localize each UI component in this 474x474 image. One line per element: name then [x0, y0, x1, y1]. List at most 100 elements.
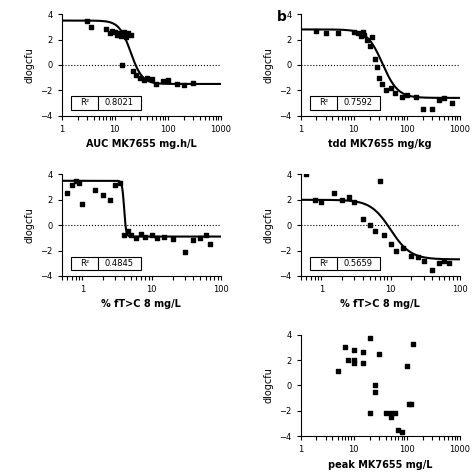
- Point: [435, 97, 442, 104]
- Point: [387, 413, 394, 421]
- Point: [302, 171, 310, 178]
- Point: [375, 350, 383, 357]
- Point: [414, 253, 422, 261]
- Point: [117, 32, 125, 39]
- Text: R²: R²: [319, 99, 328, 108]
- Point: [152, 80, 160, 88]
- Y-axis label: dlogcfu: dlogcfu: [25, 47, 35, 83]
- Point: [122, 33, 129, 41]
- Point: [399, 244, 407, 252]
- Point: [137, 230, 145, 238]
- Point: [330, 190, 337, 197]
- Point: [180, 82, 188, 89]
- Point: [313, 27, 320, 35]
- Point: [382, 410, 389, 417]
- Point: [115, 29, 123, 37]
- Point: [106, 29, 113, 37]
- Point: [129, 67, 137, 75]
- Point: [100, 191, 107, 199]
- Bar: [310, 256, 380, 270]
- Point: [371, 55, 379, 63]
- Bar: [71, 96, 141, 109]
- Point: [387, 410, 394, 417]
- Point: [398, 93, 405, 100]
- Point: [120, 231, 128, 239]
- Point: [387, 240, 394, 248]
- Point: [91, 186, 99, 193]
- Point: [441, 257, 448, 264]
- Point: [375, 74, 383, 82]
- Point: [190, 237, 197, 244]
- Point: [371, 388, 379, 395]
- Point: [181, 248, 189, 255]
- Text: 0.8021: 0.8021: [104, 99, 133, 108]
- Point: [160, 233, 168, 240]
- X-axis label: % fT>C 8 mg/L: % fT>C 8 mg/L: [101, 300, 181, 310]
- Point: [127, 31, 135, 38]
- Point: [318, 199, 325, 206]
- Point: [350, 28, 357, 36]
- Point: [379, 80, 386, 88]
- Point: [143, 74, 150, 82]
- Text: R²: R²: [80, 259, 89, 268]
- Point: [435, 259, 443, 267]
- Bar: [310, 96, 380, 109]
- Point: [392, 246, 400, 254]
- Point: [148, 231, 155, 239]
- Point: [382, 86, 389, 94]
- Point: [445, 259, 453, 267]
- Bar: [71, 256, 141, 270]
- Point: [376, 177, 383, 184]
- X-axis label: AUC MK7655 mg.h/L: AUC MK7655 mg.h/L: [86, 139, 197, 149]
- Point: [148, 75, 155, 82]
- Point: [311, 196, 319, 204]
- Point: [428, 106, 436, 113]
- Point: [125, 29, 132, 37]
- Point: [136, 74, 144, 82]
- Point: [87, 23, 94, 31]
- Point: [133, 234, 140, 242]
- Point: [359, 359, 367, 366]
- Point: [407, 401, 415, 408]
- Point: [428, 266, 436, 273]
- Point: [116, 180, 124, 187]
- Point: [83, 17, 91, 24]
- Point: [189, 79, 197, 86]
- Point: [141, 233, 149, 240]
- Point: [350, 346, 357, 354]
- Point: [113, 31, 121, 38]
- Point: [338, 196, 346, 204]
- Point: [412, 93, 420, 100]
- Y-axis label: dlogcfu: dlogcfu: [264, 207, 273, 243]
- Point: [140, 76, 147, 84]
- Point: [395, 426, 402, 434]
- Point: [408, 252, 415, 259]
- Point: [368, 33, 375, 41]
- Point: [448, 99, 456, 107]
- Y-axis label: dlogcfu: dlogcfu: [264, 47, 273, 83]
- Text: b: b: [277, 10, 286, 24]
- Point: [68, 181, 75, 188]
- Point: [359, 348, 367, 356]
- Point: [364, 36, 371, 43]
- Point: [350, 356, 357, 364]
- Point: [366, 221, 374, 229]
- Point: [440, 94, 447, 102]
- Point: [322, 29, 329, 37]
- Point: [420, 257, 428, 264]
- Point: [111, 28, 118, 36]
- Text: 0.7592: 0.7592: [343, 99, 372, 108]
- Point: [357, 32, 365, 39]
- Point: [350, 359, 357, 366]
- Point: [202, 231, 210, 239]
- Point: [169, 235, 176, 243]
- Point: [120, 28, 128, 36]
- Point: [403, 91, 410, 99]
- Point: [79, 200, 86, 208]
- Point: [103, 26, 110, 33]
- Point: [118, 61, 126, 69]
- Point: [345, 356, 352, 364]
- Point: [387, 84, 394, 91]
- Point: [371, 382, 379, 389]
- Point: [372, 228, 379, 235]
